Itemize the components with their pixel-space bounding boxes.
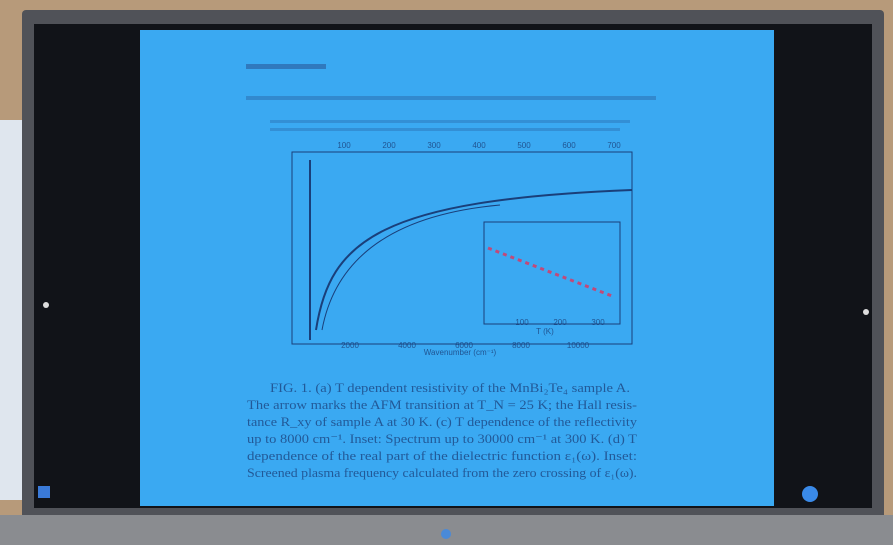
inset-curve bbox=[487, 246, 613, 298]
icon bbox=[38, 486, 50, 498]
caption-line: tance R_xy of sample A at 30 K. (c) T de… bbox=[247, 415, 638, 429]
inset-tick-label: 200 bbox=[553, 318, 567, 327]
curve bbox=[315, 189, 633, 331]
inset-tick-label: 300 bbox=[591, 318, 605, 327]
power-light bbox=[441, 529, 451, 539]
text-line bbox=[270, 128, 620, 131]
ticks: 2000 4000 6000 8000 10000 100 200 300 400 500 600 7… bbox=[337, 141, 621, 350]
top-tick-label: 400 bbox=[472, 141, 486, 150]
top-tick-label: 200 bbox=[382, 141, 396, 150]
banner bbox=[0, 120, 25, 500]
caption-line: Screened plasma frequency calculated fro… bbox=[247, 466, 637, 480]
inset-x-label: T (K) bbox=[536, 327, 554, 336]
x-tick-label: 6000 bbox=[455, 341, 473, 350]
icon bbox=[802, 486, 818, 502]
top-tick-label: 500 bbox=[517, 141, 531, 150]
caption-line: dependence of the real part of the diele… bbox=[247, 449, 637, 463]
text-line bbox=[270, 120, 630, 123]
caption-line: FIG. 1. (a) T dependent resistivity of t… bbox=[270, 381, 630, 395]
figure bbox=[291, 151, 633, 345]
x-tick-label: 8000 bbox=[512, 341, 530, 350]
text-line bbox=[246, 96, 656, 100]
dot bbox=[863, 309, 869, 315]
plot-frame bbox=[291, 151, 633, 345]
document-page bbox=[140, 30, 774, 506]
section-heading bbox=[246, 64, 326, 69]
dot bbox=[43, 302, 49, 308]
top-tick-label: 300 bbox=[427, 141, 441, 150]
x-tick-label: 2000 bbox=[341, 341, 359, 350]
top-tick-label: 700 bbox=[607, 141, 621, 150]
caption: FIG. 1. (a) T dependent resistivity of t… bbox=[247, 381, 638, 480]
curve bbox=[321, 204, 501, 331]
inset-frame bbox=[483, 221, 621, 325]
top-tick-label: 100 bbox=[337, 141, 351, 150]
inset-tick-label: 100 bbox=[515, 318, 529, 327]
x-tick-label: 10000 bbox=[567, 341, 590, 350]
top-tick-label: 600 bbox=[562, 141, 576, 150]
x-axis-label: Wavenumber (cm⁻¹) bbox=[424, 348, 497, 357]
x-tick-label: 4000 bbox=[398, 341, 416, 350]
caption-line: The arrow marks the AFM transition at T_… bbox=[247, 398, 637, 412]
caption-line: up to 8000 cm⁻¹. Inset: Spectrum up to 3… bbox=[247, 432, 637, 446]
